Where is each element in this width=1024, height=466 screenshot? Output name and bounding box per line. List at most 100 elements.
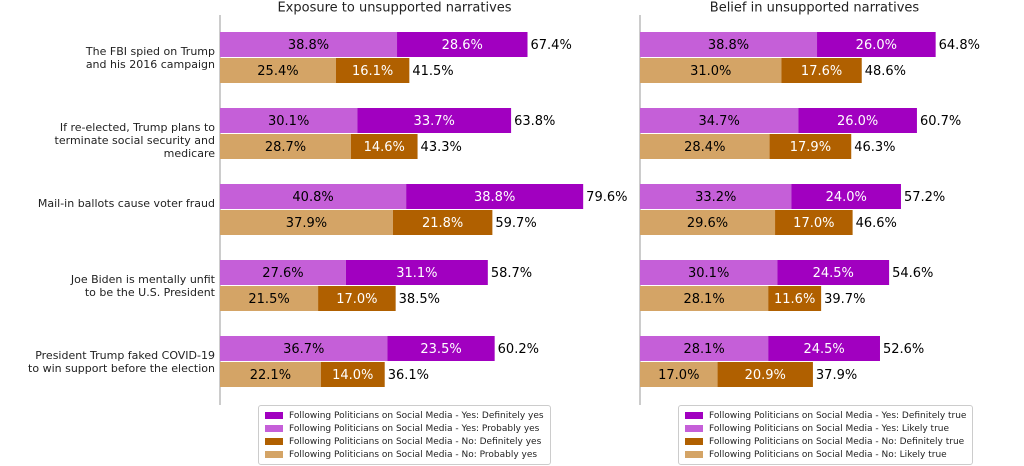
legend: Following Politicians on Social Media - … xyxy=(258,405,551,465)
legend-entry: Following Politicians on Social Media - … xyxy=(265,409,544,422)
value-label: 24.5% xyxy=(813,266,854,281)
bar-segment xyxy=(640,286,769,311)
bar-segment xyxy=(777,260,890,285)
value-label: 33.2% xyxy=(695,190,736,205)
bar-segment xyxy=(335,58,410,83)
bar-segment xyxy=(397,32,528,57)
bar-segment xyxy=(640,362,718,387)
bar-segment xyxy=(640,58,782,83)
value-label: 38.8% xyxy=(288,38,329,53)
bar-segment xyxy=(640,134,770,159)
value-label: 37.9% xyxy=(286,216,327,231)
value-label: 21.5% xyxy=(248,292,289,307)
legend-swatch xyxy=(685,438,703,445)
legend-label: Following Politicians on Social Media - … xyxy=(709,436,965,447)
bar-segment xyxy=(220,362,321,387)
value-label: 20.9% xyxy=(745,368,786,383)
bar-segment xyxy=(220,134,351,159)
bar-segment xyxy=(345,260,488,285)
total-label: 46.6% xyxy=(856,216,897,231)
value-label: 38.8% xyxy=(708,38,749,53)
legend-entry: Following Politicians on Social Media - … xyxy=(685,409,966,422)
legend-swatch xyxy=(265,425,283,432)
value-label: 30.1% xyxy=(688,266,729,281)
legend-entry: Following Politicians on Social Media - … xyxy=(685,448,966,461)
bar-segment xyxy=(220,210,393,235)
value-label: 34.7% xyxy=(699,114,740,129)
bar-segment xyxy=(220,184,407,209)
legend-entry: Following Politicians on Social Media - … xyxy=(685,435,966,448)
value-label: 14.6% xyxy=(364,140,405,155)
bar-segment xyxy=(357,108,512,133)
value-label: 33.7% xyxy=(414,114,455,129)
total-label: 46.3% xyxy=(854,140,895,155)
legend-entry: Following Politicians on Social Media - … xyxy=(685,422,966,435)
bar-segment xyxy=(406,184,584,209)
bar-segment xyxy=(640,260,778,285)
value-label: 28.1% xyxy=(683,292,724,307)
legend-entry: Following Politicians on Social Media - … xyxy=(265,422,544,435)
category-label: President Trump faked COVID-19 to win su… xyxy=(28,349,215,375)
bar-segment xyxy=(318,286,396,311)
value-label: 25.4% xyxy=(257,64,298,79)
category-label: If re-elected, Trump plans to terminate … xyxy=(54,121,215,160)
value-label: 27.6% xyxy=(262,266,303,281)
total-label: 64.8% xyxy=(939,38,980,53)
bar-segment xyxy=(775,210,853,235)
chart-title: Exposure to unsupported narratives xyxy=(277,1,511,16)
bar-segment xyxy=(220,260,346,285)
legend-swatch xyxy=(685,412,703,419)
total-label: 63.8% xyxy=(514,114,555,129)
value-label: 17.0% xyxy=(336,292,377,307)
value-label: 22.1% xyxy=(250,368,291,383)
total-label: 57.2% xyxy=(904,190,945,205)
bar-segment xyxy=(220,32,398,57)
legend-swatch xyxy=(685,451,703,458)
value-label: 31.0% xyxy=(690,64,731,79)
total-label: 38.5% xyxy=(399,292,440,307)
bar-segment xyxy=(640,32,818,57)
value-label: 17.9% xyxy=(790,140,831,155)
bar-segment xyxy=(781,58,862,83)
bar-segment xyxy=(791,184,901,209)
legend-label: Following Politicians on Social Media - … xyxy=(289,410,544,421)
value-label: 23.5% xyxy=(420,342,461,357)
category-label: Joe Biden is mentally unfit to be the U.… xyxy=(70,273,215,299)
bar-segment xyxy=(220,286,319,311)
legend-label: Following Politicians on Social Media - … xyxy=(289,449,538,460)
bar-segment xyxy=(220,336,388,361)
value-label: 26.0% xyxy=(856,38,897,53)
total-label: 39.7% xyxy=(824,292,865,307)
total-label: 60.2% xyxy=(498,342,539,357)
legend-swatch xyxy=(265,451,283,458)
bar-segment xyxy=(817,32,936,57)
legend-entry: Following Politicians on Social Media - … xyxy=(265,448,544,461)
total-label: 54.6% xyxy=(892,266,933,281)
value-label: 17.6% xyxy=(801,64,842,79)
bar-segment xyxy=(768,286,822,311)
value-label: 24.5% xyxy=(803,342,844,357)
legend-label: Following Politicians on Social Media - … xyxy=(289,423,540,434)
total-label: 36.1% xyxy=(388,368,429,383)
legend: Following Politicians on Social Media - … xyxy=(678,405,974,465)
bar-segment xyxy=(350,134,418,159)
bar-segment xyxy=(320,362,385,387)
legend-label: Following Politicians on Social Media - … xyxy=(289,436,542,447)
value-label: 28.1% xyxy=(683,342,724,357)
total-label: 79.6% xyxy=(586,190,627,205)
total-label: 67.4% xyxy=(531,38,572,53)
value-label: 36.7% xyxy=(283,342,324,357)
value-label: 28.4% xyxy=(684,140,725,155)
legend-label: Following Politicians on Social Media - … xyxy=(709,449,947,460)
value-label: 29.6% xyxy=(687,216,728,231)
value-label: 38.8% xyxy=(474,190,515,205)
bar-segment xyxy=(387,336,495,361)
total-label: 37.9% xyxy=(816,368,857,383)
legend-swatch xyxy=(685,425,703,432)
legend-swatch xyxy=(265,412,283,419)
value-label: 17.0% xyxy=(658,368,699,383)
legend-swatch xyxy=(265,438,283,445)
total-label: 58.7% xyxy=(491,266,532,281)
